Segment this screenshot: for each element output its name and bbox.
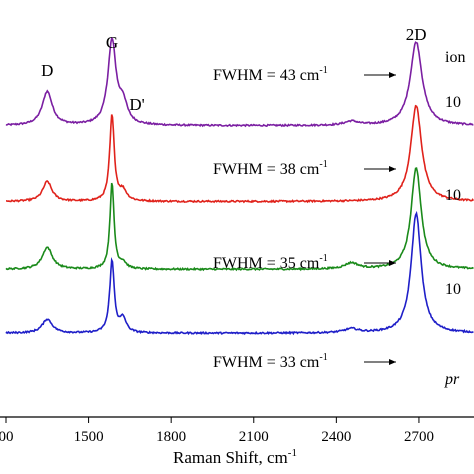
fwhm-arrowhead xyxy=(389,72,396,78)
sample-label: 10 xyxy=(445,281,461,298)
peak-label: D xyxy=(41,61,53,80)
sample-label: 10 xyxy=(445,94,461,111)
x-tick-label: 2700 xyxy=(404,429,434,445)
labels-group: D G D' 2D ion 10 10 10 pr xyxy=(41,25,465,388)
fwhm-annotation: FWHM = 38 cm-1 xyxy=(213,159,328,178)
sample-label: ion xyxy=(445,49,465,66)
peak-label: G xyxy=(106,33,118,52)
series-group xyxy=(5,36,474,336)
fwhm-arrowhead xyxy=(389,260,396,266)
fwhm-annotation: FWHM = 43 cm-1 xyxy=(213,65,328,84)
x-tick-label: 2100 xyxy=(239,429,269,445)
spectrum-series-3 xyxy=(5,167,474,272)
x-tick-label: 00 xyxy=(0,429,14,445)
x-tick-label: 1500 xyxy=(74,429,104,445)
x-axis-title: Raman Shift, cm-1 xyxy=(173,447,297,467)
fwhm-annotation: FWHM = 35 cm-1 xyxy=(213,253,328,272)
ticks-group: 00 1500 1800 2100 2400 2700 xyxy=(0,417,434,445)
peak-label: 2D xyxy=(406,25,427,44)
peak-label: D' xyxy=(129,95,144,114)
spectrum-series-4 xyxy=(5,210,474,336)
fwhm-annotation: FWHM = 33 cm-1 xyxy=(213,352,328,371)
spectrum-series-2 xyxy=(6,104,474,204)
fwhm-arrowhead xyxy=(389,166,396,172)
sample-label: 10 xyxy=(445,187,461,204)
fwhm-arrowhead xyxy=(389,359,396,365)
x-tick-label: 1800 xyxy=(156,429,186,445)
annotations-group: FWHM = 43 cm-1 FWHM = 38 cm-1 FWHM = 35 cm… xyxy=(213,65,396,371)
x-tick-label: 2400 xyxy=(321,429,351,445)
sample-label: pr xyxy=(444,371,460,388)
spectrum-series-1 xyxy=(5,36,474,128)
